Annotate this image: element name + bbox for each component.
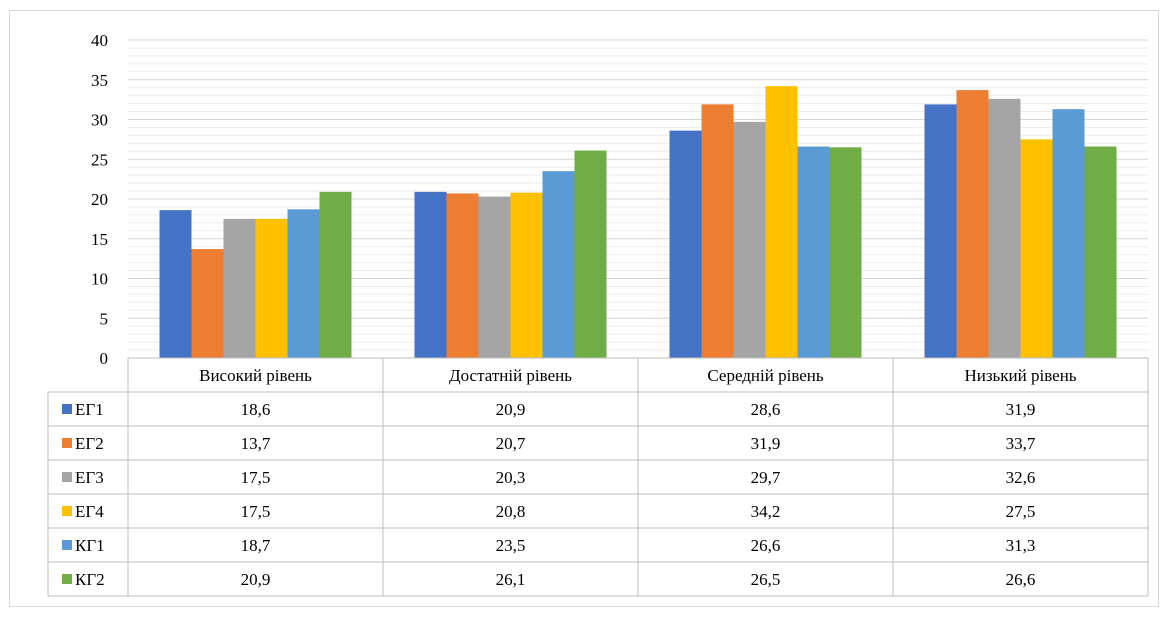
data-label: 17,5: [241, 468, 271, 487]
data-label: 18,7: [241, 536, 271, 555]
legend-swatch: [62, 540, 72, 550]
y-tick-label: 0: [100, 349, 109, 368]
category-label: Високий рівень: [199, 366, 312, 385]
data-label: 28,6: [751, 400, 781, 419]
bar: [478, 196, 511, 358]
bar: [924, 104, 957, 359]
data-label: 20,8: [496, 502, 526, 521]
bar: [446, 193, 479, 358]
data-label: 20,9: [241, 570, 271, 589]
bar: [574, 150, 607, 358]
data-label: 17,5: [241, 502, 271, 521]
bar: [669, 130, 702, 358]
y-tick-label: 5: [100, 309, 109, 328]
bar: [191, 249, 224, 358]
data-label: 23,5: [496, 536, 526, 555]
data-label: 20,7: [496, 434, 526, 453]
y-tick-label: 30: [91, 111, 108, 130]
data-label: 27,5: [1006, 502, 1036, 521]
data-label: 18,6: [241, 400, 271, 419]
legend-swatch: [62, 472, 72, 482]
bar: [1084, 146, 1117, 358]
bar: [733, 121, 766, 358]
bar: [765, 86, 798, 359]
legend-entry: КГ2: [75, 570, 105, 589]
bar: [1052, 109, 1085, 358]
legend-entry: ЕГ2: [75, 434, 104, 453]
bar: [287, 209, 320, 358]
y-axis: 0 5 10 15 20 25 30 35 40: [91, 31, 108, 368]
data-label: 34,2: [751, 502, 781, 521]
bar: [1020, 139, 1053, 358]
y-tick-label: 10: [91, 270, 108, 289]
data-label: 31,9: [1006, 400, 1036, 419]
data-label: 33,7: [1006, 434, 1036, 453]
bar: [510, 192, 543, 358]
legend-swatch: [62, 438, 72, 448]
data-label: 20,3: [496, 468, 526, 487]
y-tick-label: 20: [91, 190, 108, 209]
data-table: Високий рівень Достатній рівень Середній р…: [47, 357, 1149, 597]
category-label: Низький рівень: [964, 366, 1076, 385]
data-label: 31,3: [1006, 536, 1036, 555]
data-label: 31,9: [751, 434, 781, 453]
legend-swatch: [62, 404, 72, 414]
data-label: 26,6: [1006, 570, 1036, 589]
legend-entry: ЕГ4: [75, 502, 104, 521]
y-tick-label: 35: [91, 71, 108, 90]
bar: [223, 218, 256, 358]
bar: [159, 210, 192, 358]
bars: [159, 86, 1117, 359]
category-label: Достатній рівень: [449, 366, 572, 385]
bar: [829, 147, 862, 358]
bar: [988, 98, 1021, 358]
legend-swatch: [62, 574, 72, 584]
y-tick-label: 25: [91, 150, 108, 169]
data-label: 13,7: [241, 434, 271, 453]
data-label: 26,1: [496, 570, 526, 589]
chart-frame: [9, 10, 1159, 607]
data-label: 32,6: [1006, 468, 1036, 487]
data-label: 26,5: [751, 570, 781, 589]
y-tick-label: 40: [91, 31, 108, 50]
bar: [255, 218, 288, 358]
legend-swatch: [62, 506, 72, 516]
bar: [542, 171, 575, 358]
legend-entry: ЕГ3: [75, 468, 104, 487]
data-label: 20,9: [496, 400, 526, 419]
bar: [797, 146, 830, 358]
legend-entry: КГ1: [75, 536, 105, 555]
bar: [701, 104, 734, 359]
data-label: 26,6: [751, 536, 781, 555]
bar: [956, 90, 989, 359]
legend-entry: ЕГ1: [75, 400, 104, 419]
bar: [414, 191, 447, 358]
data-label: 29,7: [751, 468, 781, 487]
bar: [319, 191, 352, 358]
category-label: Середній рівень: [707, 366, 824, 385]
y-tick-label: 15: [91, 230, 108, 249]
